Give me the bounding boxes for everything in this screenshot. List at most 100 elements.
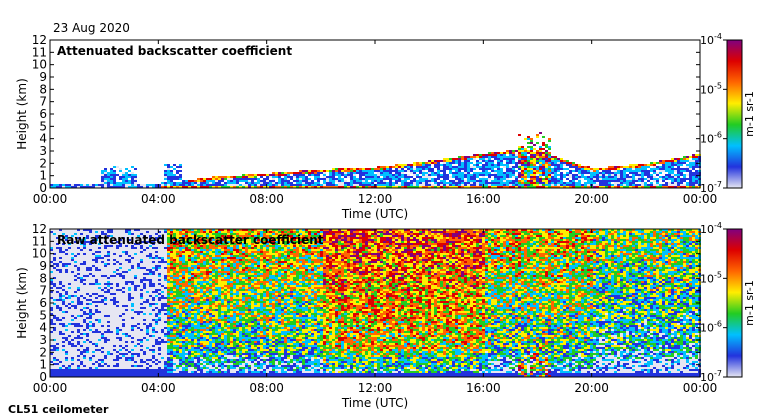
heatmap-cell	[203, 178, 206, 180]
heatmap-cell	[53, 361, 56, 363]
heatmap-cell	[617, 166, 620, 168]
heatmap-cell	[50, 329, 53, 331]
heatmap-cell	[221, 176, 224, 178]
heatmap-cell	[62, 247, 65, 249]
heatmap-cell	[266, 178, 269, 180]
heatmap-cell	[104, 331, 107, 333]
heatmap-cell	[290, 184, 293, 186]
heatmap-cell	[50, 271, 53, 273]
heatmap-cell	[152, 279, 155, 281]
heatmap-cell	[89, 353, 92, 355]
heatmap-cell	[89, 259, 92, 261]
heatmap-cell	[149, 311, 152, 313]
heatmap-cell	[272, 182, 275, 184]
heatmap-cell	[137, 271, 140, 273]
heatmap-cell	[554, 178, 557, 180]
heatmap-cell	[95, 341, 98, 343]
heatmap-cell	[506, 186, 509, 188]
heatmap-cell	[98, 361, 101, 363]
heatmap-cell	[485, 158, 488, 160]
heatmap-cell	[50, 281, 53, 283]
heatmap-cell	[122, 371, 125, 373]
heatmap-cell	[56, 263, 59, 265]
heatmap-cell	[83, 289, 86, 291]
heatmap-cell	[695, 164, 698, 166]
heatmap-cell	[380, 172, 383, 174]
heatmap-cell	[128, 361, 131, 363]
heatmap-cell	[269, 186, 272, 188]
heatmap-cell	[119, 291, 122, 293]
heatmap-cell	[122, 253, 125, 255]
heatmap-cell	[80, 269, 83, 271]
heatmap-cell	[128, 297, 131, 299]
heatmap-cell	[458, 176, 461, 178]
heatmap-cell	[116, 311, 119, 313]
heatmap-cell	[341, 168, 344, 170]
heatmap-cell	[116, 281, 119, 283]
heatmap-cell	[557, 164, 560, 166]
heatmap-cell	[500, 156, 503, 158]
heatmap-cell	[674, 158, 677, 160]
heatmap-cell	[62, 341, 65, 343]
heatmap-cell	[89, 291, 92, 293]
heatmap-cell	[551, 178, 554, 180]
heatmap-cell	[122, 315, 125, 317]
heatmap-cell	[65, 309, 68, 311]
heatmap-cell	[152, 325, 155, 327]
heatmap-cell	[677, 162, 680, 164]
heatmap-cell	[377, 178, 380, 180]
heatmap-cell	[146, 259, 149, 261]
heatmap-cell	[50, 249, 53, 251]
heatmap-cell	[86, 305, 89, 307]
heatmap-cell	[95, 339, 98, 341]
heatmap-cell	[77, 281, 80, 283]
heatmap-cell	[554, 186, 557, 188]
heatmap-cell	[107, 180, 110, 182]
heatmap-cell	[236, 180, 239, 182]
heatmap-cell	[149, 249, 152, 251]
heatmap-cell	[95, 361, 98, 363]
heatmap-cell	[461, 178, 464, 180]
heatmap-cell	[353, 176, 356, 178]
heatmap-cell	[98, 327, 101, 329]
heatmap-cell	[152, 375, 155, 377]
heatmap-cell	[107, 371, 110, 373]
heatmap-cell	[143, 369, 146, 371]
heatmap-cell	[59, 231, 62, 233]
heatmap-cell	[62, 303, 65, 305]
heatmap-cell	[158, 363, 161, 365]
heatmap-cell	[125, 186, 128, 188]
heatmap-cell	[521, 178, 524, 180]
heatmap-cell	[410, 172, 413, 174]
heatmap-cell	[536, 160, 539, 162]
heatmap-cell	[125, 263, 128, 265]
heatmap-cell	[440, 182, 443, 184]
heatmap-cell	[476, 172, 479, 174]
heatmap-cell	[311, 182, 314, 184]
heatmap-cell	[50, 361, 53, 363]
heatmap-cell	[116, 325, 119, 327]
heatmap-cell	[104, 255, 107, 257]
heatmap-cell	[134, 186, 137, 188]
heatmap-cell	[515, 150, 518, 152]
heatmap-cells	[50, 132, 701, 188]
heatmap-cell	[371, 172, 374, 174]
heatmap-cell	[206, 180, 209, 182]
heatmap-cell	[113, 343, 116, 345]
heatmap-cell	[272, 172, 275, 174]
heatmap-cell	[548, 184, 551, 186]
heatmap-cell	[80, 359, 83, 361]
heatmap-cell	[641, 182, 644, 184]
heatmap-cell	[122, 317, 125, 319]
heatmap-cell	[419, 166, 422, 168]
heatmap-cell	[140, 319, 143, 321]
heatmap-cell	[116, 166, 119, 168]
heatmap-cell	[89, 237, 92, 239]
heatmap-cell	[482, 168, 485, 170]
heatmap-cell	[89, 307, 92, 309]
heatmap-cell	[104, 253, 107, 255]
heatmap-cell	[50, 373, 53, 375]
heatmap-cell	[98, 309, 101, 311]
heatmap-cell	[62, 313, 65, 315]
heatmap-cell	[488, 184, 491, 186]
